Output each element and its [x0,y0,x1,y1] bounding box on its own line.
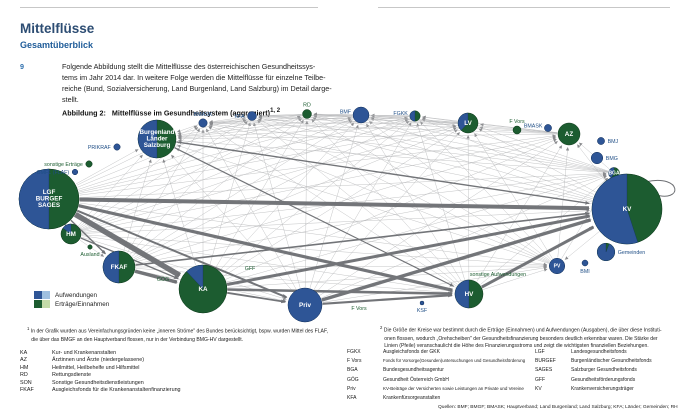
svg-text:FGKK: FGKK [393,111,408,117]
svg-text:LV: LV [464,120,472,127]
svg-text:F Vors: F Vors [509,119,525,125]
svg-text:BMG: BMG [606,156,618,162]
svg-text:BMASK: BMASK [524,123,543,129]
svg-text:KSF: KSF [417,308,428,314]
svg-text:GÖG: GÖG [157,276,169,283]
svg-text:RD: RD [303,103,311,109]
svg-text:BMJ: BMJ [608,139,619,145]
svg-text:Priv: Priv [299,302,311,309]
svg-text:Salzburg: Salzburg [144,142,171,149]
svg-text:Ausland: Ausland [80,252,99,258]
svg-text:sonstige Aufwendungen: sonstige Aufwendungen [470,272,526,278]
svg-text:FKAF: FKAF [111,264,128,271]
svg-text:PRIKRAF: PRIKRAF [88,145,112,151]
svg-text:BMI: BMI [580,269,589,275]
svg-text:sonstige Erträge: sonstige Erträge [44,162,83,168]
svg-text:KV: KV [623,206,633,213]
svg-text:HM: HM [66,231,76,238]
svg-text:BMASK: BMASK [194,112,213,118]
svg-text:AZ: AZ [565,131,574,138]
svg-text:HV: HV [465,291,475,298]
svg-text:GFF: GFF [245,266,256,272]
svg-text:KA: KA [198,286,208,293]
svg-text:BMF1 (FLAF): BMF1 (FLAF) [37,170,69,176]
svg-text:KFA: KFA [234,114,244,120]
svg-text:F Vors: F Vors [351,306,367,312]
svg-text:SAGES: SAGES [38,202,60,209]
svg-text:BMF: BMF [340,109,352,115]
svg-text:Gemeinden: Gemeinden [618,250,645,256]
svg-text:PV: PV [554,264,561,270]
